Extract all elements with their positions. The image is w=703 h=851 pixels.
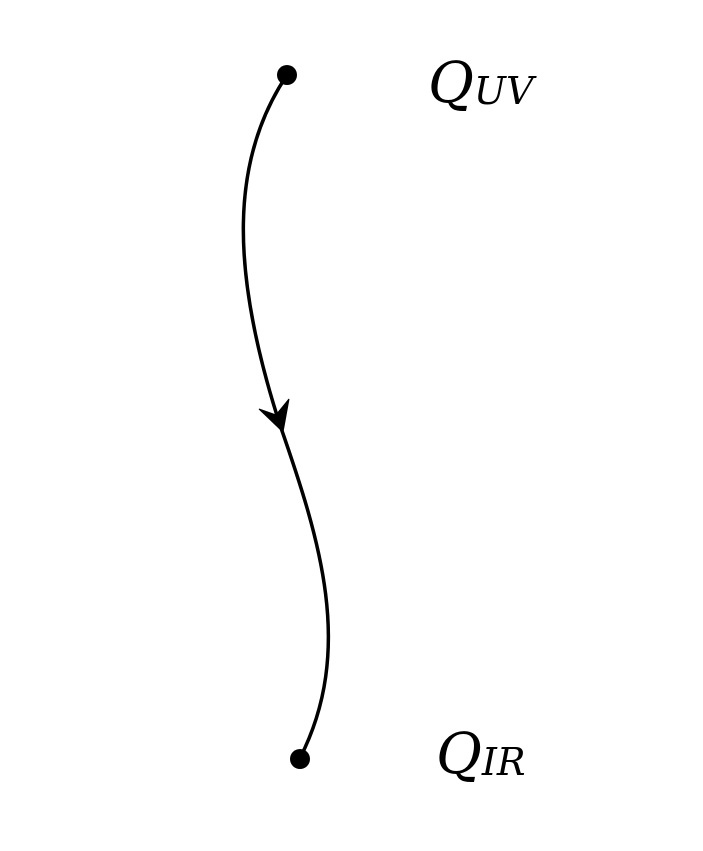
ir-label-subscript: IR [481,740,526,784]
uv-label: QUV [428,51,537,116]
ir-label: QIR [436,722,526,787]
uv-fixed-point [277,65,297,85]
ir-fixed-point [290,749,310,769]
uv-label-subscript: UV [474,69,537,113]
flow-arrowhead [258,398,290,434]
uv-label-main: Q [428,51,474,116]
ir-label-main: Q [436,722,482,787]
